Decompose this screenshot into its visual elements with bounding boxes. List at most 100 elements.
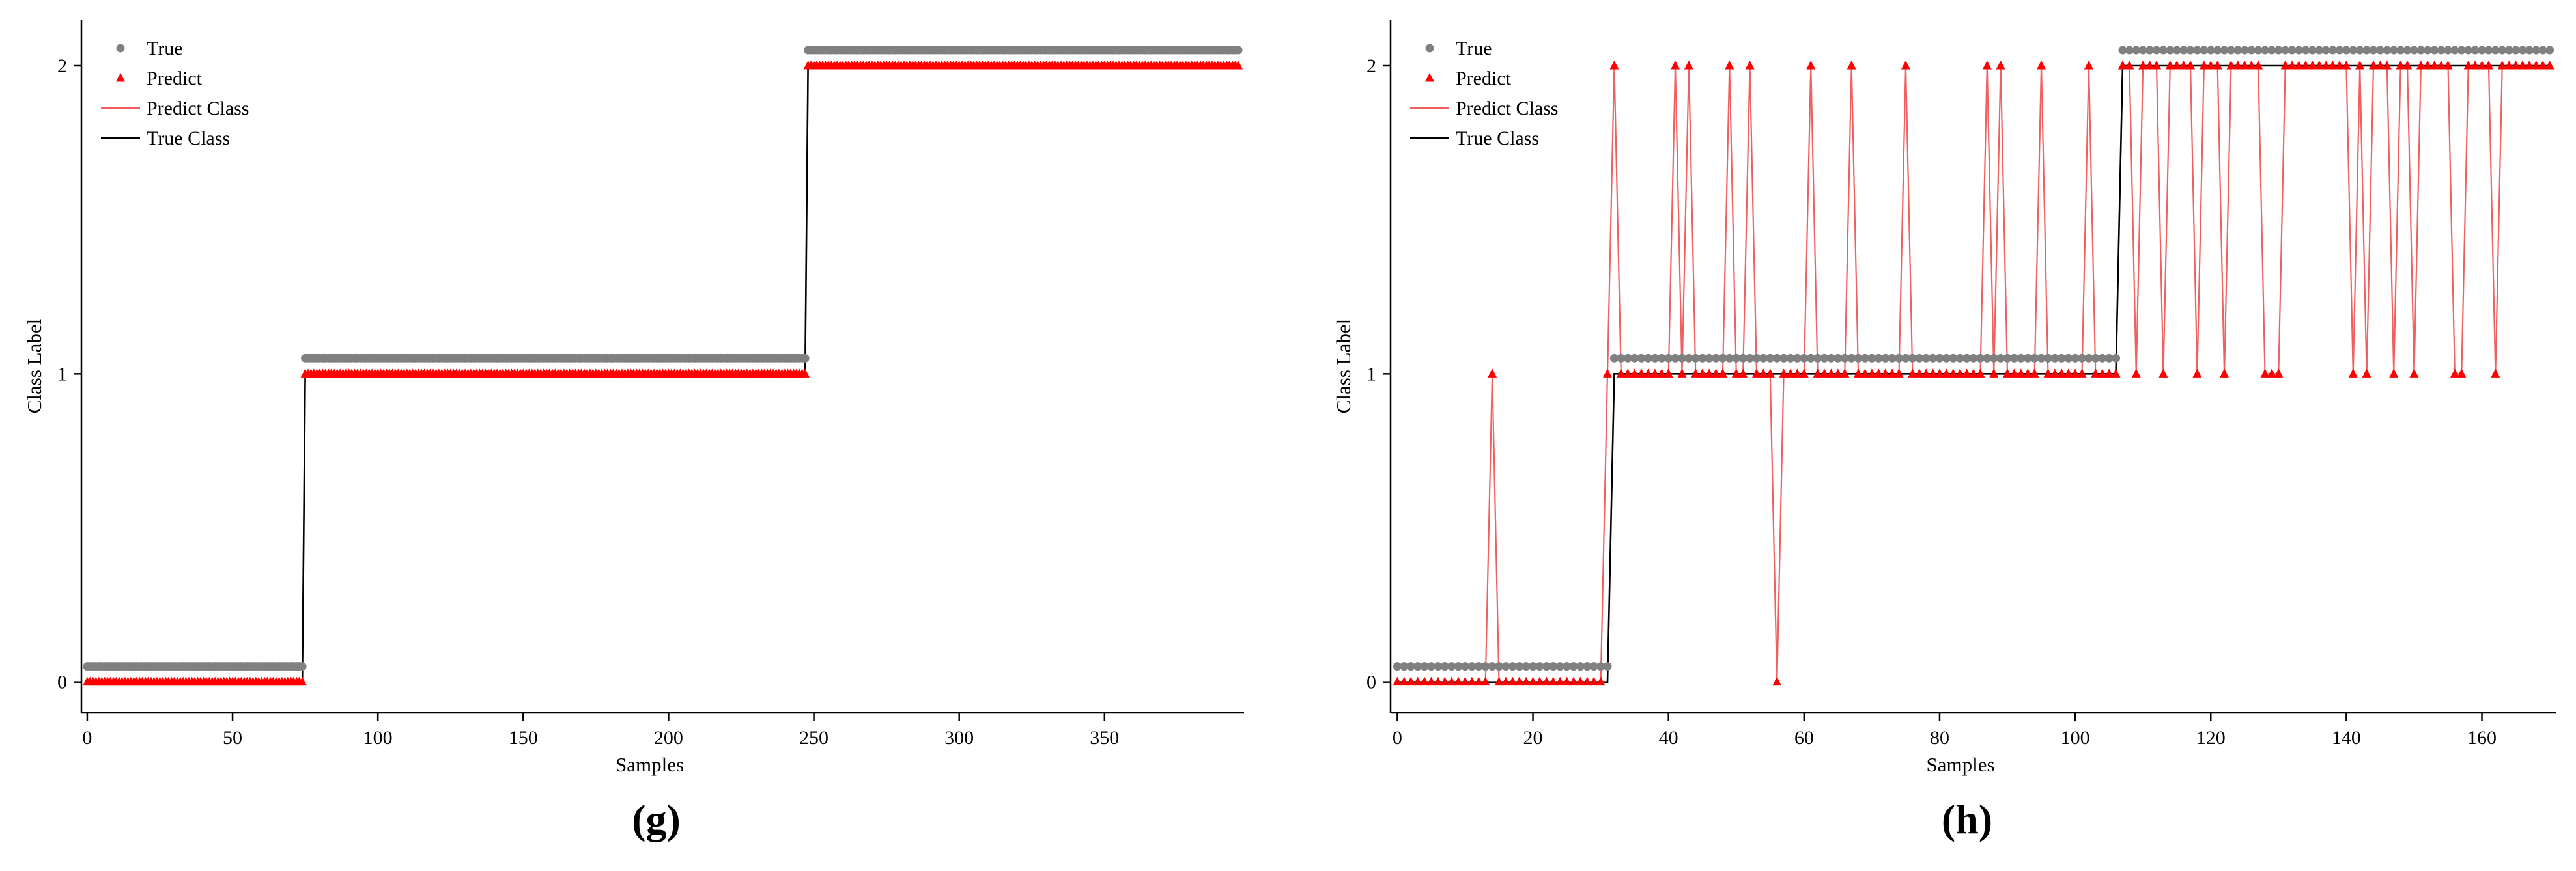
predict-point	[2260, 368, 2270, 378]
true-point	[2071, 353, 2080, 363]
predict-point	[2158, 368, 2168, 378]
true-point	[2308, 46, 2317, 55]
true-point	[2192, 46, 2201, 55]
predict-point	[2186, 61, 2196, 70]
true-point	[1921, 353, 1931, 363]
legend: True Predict Predict Class True Class	[101, 38, 249, 149]
true-point	[2383, 46, 2392, 55]
predict-point	[2308, 61, 2317, 70]
x-tick-label: 0	[1393, 727, 1402, 749]
legend-predict-marker	[116, 73, 125, 82]
predict-point	[1433, 676, 1443, 686]
predict-point	[1650, 368, 1660, 378]
true-point	[1772, 353, 1781, 363]
predict-point	[1962, 368, 1972, 378]
true-point	[1725, 353, 1734, 363]
predict-point	[1460, 676, 1470, 686]
true-point	[1617, 353, 1626, 363]
predict-point	[1542, 676, 1551, 686]
true-point	[2220, 46, 2229, 55]
predict-point	[1555, 676, 1565, 686]
true-point	[1406, 662, 1415, 671]
true-point	[2443, 46, 2452, 55]
predict-point	[1508, 676, 1518, 686]
true-point	[1542, 662, 1551, 671]
predict-point	[2334, 61, 2344, 70]
true-point	[2478, 46, 2487, 55]
predict-point	[1568, 676, 1578, 686]
true-point	[1535, 662, 1544, 671]
true-point	[1589, 662, 1598, 671]
predict-point	[800, 368, 810, 378]
predict-point	[1671, 61, 1680, 70]
predict-point	[2443, 61, 2453, 70]
predict-point	[2043, 368, 2053, 378]
true-point	[1955, 353, 1964, 363]
predict-point	[1718, 368, 1727, 378]
predict-point	[2240, 61, 2250, 70]
x-tick-label: 150	[509, 727, 538, 749]
predict-point	[1677, 368, 1687, 378]
predict-point	[2314, 61, 2324, 70]
true-point	[2369, 46, 2378, 55]
predict-point	[1765, 368, 1775, 378]
x-tick-label: 100	[2061, 727, 2090, 749]
predict-point	[2213, 61, 2222, 70]
true-point	[1860, 353, 1869, 363]
predict-point	[2348, 368, 2358, 378]
predict-point	[1867, 368, 1876, 378]
predict-point	[2416, 61, 2426, 70]
predict-point	[2355, 61, 2365, 70]
true-point	[2132, 46, 2141, 55]
predict-point	[2192, 368, 2202, 378]
legend-true-marker	[1425, 44, 1434, 53]
predict-point	[2484, 61, 2493, 70]
predict-point	[2084, 61, 2093, 70]
predict-point	[1799, 368, 1809, 378]
true-point	[1637, 353, 1646, 363]
true-point	[2172, 46, 2181, 55]
true-point	[2362, 46, 2371, 55]
true-point	[2423, 46, 2432, 55]
true-point	[298, 662, 307, 671]
true-point	[1746, 353, 1755, 363]
predict-point	[2226, 61, 2236, 70]
predict-point	[1725, 61, 1734, 70]
predict-point	[1623, 368, 1633, 378]
true-point	[2084, 353, 2093, 363]
true-point	[2355, 46, 2364, 55]
x-tick-label: 160	[2467, 727, 2497, 749]
predict-point	[1759, 368, 1768, 378]
true-point	[2457, 46, 2466, 55]
true-point	[1603, 662, 1612, 671]
true-point	[1983, 353, 1992, 363]
predict-point	[1454, 676, 1464, 686]
true-point	[1481, 662, 1490, 671]
predict-point	[1494, 676, 1504, 686]
predict-point	[2328, 61, 2338, 70]
true-point	[1691, 353, 1700, 363]
true-point	[1563, 662, 1572, 671]
x-tick-label: 140	[2332, 727, 2361, 749]
true-point	[1854, 353, 1863, 363]
predict-point	[1705, 368, 1714, 378]
true-point	[2057, 353, 2066, 363]
true-point	[1800, 353, 1809, 363]
true-point	[1712, 353, 1721, 363]
predict-point	[2097, 368, 2107, 378]
x-tick-label: 200	[654, 727, 683, 749]
true-point	[1718, 353, 1727, 363]
x-tick-label: 50	[223, 727, 242, 749]
predict-point	[2321, 61, 2331, 70]
predict-point	[2294, 61, 2304, 70]
predict-point	[1854, 368, 1863, 378]
x-tick-label: 60	[1794, 727, 1814, 749]
predict-point	[1393, 676, 1402, 686]
predict-point	[2179, 61, 2188, 70]
predict-point	[1928, 368, 1938, 378]
true-point	[2104, 353, 2114, 363]
predict-point	[1989, 368, 1999, 378]
predict-point	[2104, 368, 2114, 378]
predict-point	[1467, 676, 1477, 686]
true-point	[1881, 353, 1890, 363]
